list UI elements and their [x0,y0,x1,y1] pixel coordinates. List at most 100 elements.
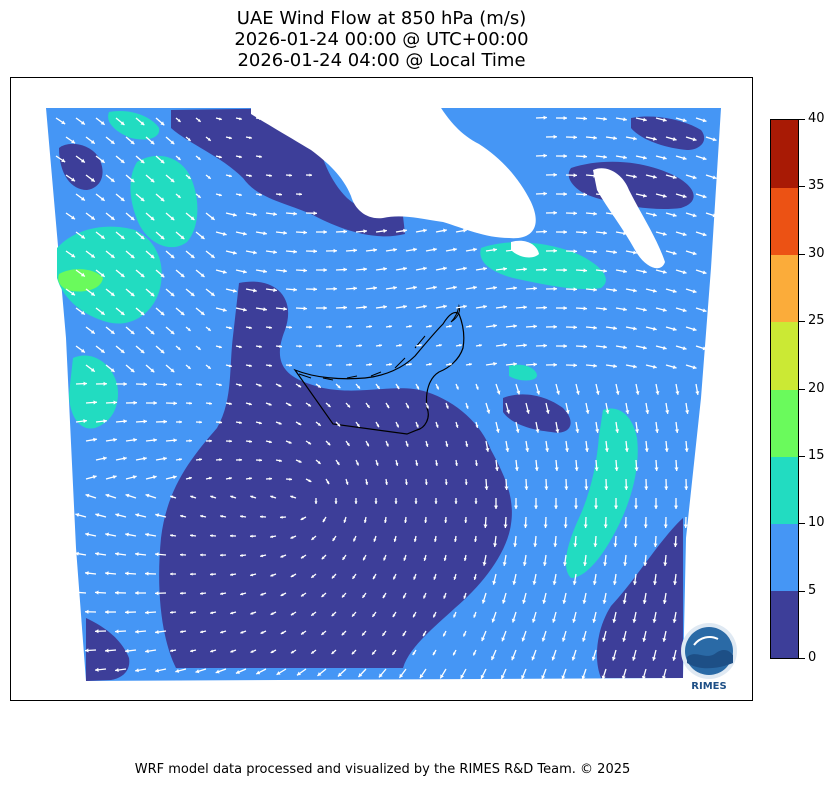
wind-vector-head [329,325,332,329]
wind-vector-head [190,534,193,538]
wind-vector-head [190,216,195,221]
wind-vector-head [652,212,657,217]
wind-vector-head [439,343,442,347]
wind-vector-head [622,637,627,642]
wind-vector-head [80,272,85,277]
wind-vector-head [575,390,580,395]
wind-vector-head [533,505,539,509]
wind-vector-head [259,193,262,197]
wind-vector-head [653,543,658,547]
wind-vector-head [140,311,145,316]
wind-vector-head [80,120,85,125]
wind-vector-head [433,247,437,252]
wind-vector-head [504,486,509,490]
wind-vector-head [544,486,549,490]
wind-vector-head [187,176,191,179]
colorbar-tick [799,523,805,525]
wind-vector-head [337,672,342,677]
wind-vector-head [633,212,637,217]
wind-vector-head [92,475,97,480]
wind-vector-head [210,254,215,258]
wind-vector-head [422,633,426,637]
strong-zone-west [58,269,103,292]
wind-vector-head [505,448,510,452]
wind-vector-head [675,391,680,395]
wind-vector-head [389,362,392,367]
wind-vector-head [293,249,297,254]
wind-vector-head [553,210,557,215]
wind-vector-head [230,649,234,653]
wind-vector-head [366,404,370,408]
wind-vector-head [543,153,547,158]
wind-vector-head [672,213,677,218]
wind-vector-head [563,305,567,311]
wind-vector-head [445,443,449,447]
wind-vector-head [432,652,436,656]
wind-vector-head [222,307,227,312]
wind-vector-head [664,486,669,490]
wind-vector-head [513,286,517,291]
wind-vector-head [644,448,649,452]
wind-vector-head [210,649,214,653]
wind-vector-head [573,249,577,254]
wind-vector-head [110,178,115,182]
wind-vector-head [393,538,397,542]
wind-vector-head [351,651,355,655]
wind-vector-head [702,156,707,161]
wind-vector-head [242,269,247,274]
calm-zone-east-2 [631,116,705,150]
wind-vector-head [313,211,317,216]
moderate-zone-east [565,408,638,578]
wind-vector-head [331,575,335,579]
wind-vector-head [434,501,438,504]
wind-vector-head [572,618,577,623]
wind-vector-head [170,254,175,259]
wind-vector-head [501,637,506,642]
wind-vector-head [424,482,428,485]
wind-vector-head [366,443,369,447]
wind-vector-head [155,629,159,635]
wind-vector-head [327,404,331,407]
wind-vector-head [105,532,109,537]
wind-vector-head [613,364,617,369]
wind-vector-head [228,174,232,178]
wind-vector-head [343,229,347,234]
wind-vector-head [409,362,412,366]
wind-vector-head [443,595,447,599]
wind-vector-head [582,600,587,604]
wind-vector-head [170,495,174,499]
wind-vector-head [337,423,341,427]
wind-vector-head [232,212,237,217]
wind-vector-head [270,612,274,615]
wind-vector-head [250,534,253,538]
wind-vector-head [309,325,312,329]
wind-vector-head [712,213,717,218]
wind-vector-head [561,675,566,680]
colorbar-segment [771,389,798,457]
colorbar-tick-label: 5 [808,582,817,598]
wind-vector-head [435,463,439,466]
wind-vector-head [583,154,587,159]
wind-vector-head [642,345,647,350]
wind-vector-head [130,330,135,335]
wind-vector-head [395,462,399,466]
wind-vector-head [494,467,499,471]
wind-vector-head [352,613,355,617]
wind-vector-head [403,304,407,309]
wind-vector-head [573,287,577,292]
wind-vector-head [623,524,628,528]
wind-vector-head [105,493,110,498]
wind-vector-head [613,288,617,293]
wind-vector-head [443,557,447,561]
wind-vector-head [327,442,331,446]
wind-vector-head [303,268,307,273]
wind-vector-head [573,363,577,368]
wind-vector-head [239,193,242,197]
wind-vector-head [71,177,76,182]
wind-vector-head [522,562,527,566]
wind-vector-head [349,363,352,367]
wind-vector-head [553,505,559,509]
wind-vector-head [345,481,349,485]
wind-vector-head [140,235,145,240]
wind-vector-head [120,159,125,164]
